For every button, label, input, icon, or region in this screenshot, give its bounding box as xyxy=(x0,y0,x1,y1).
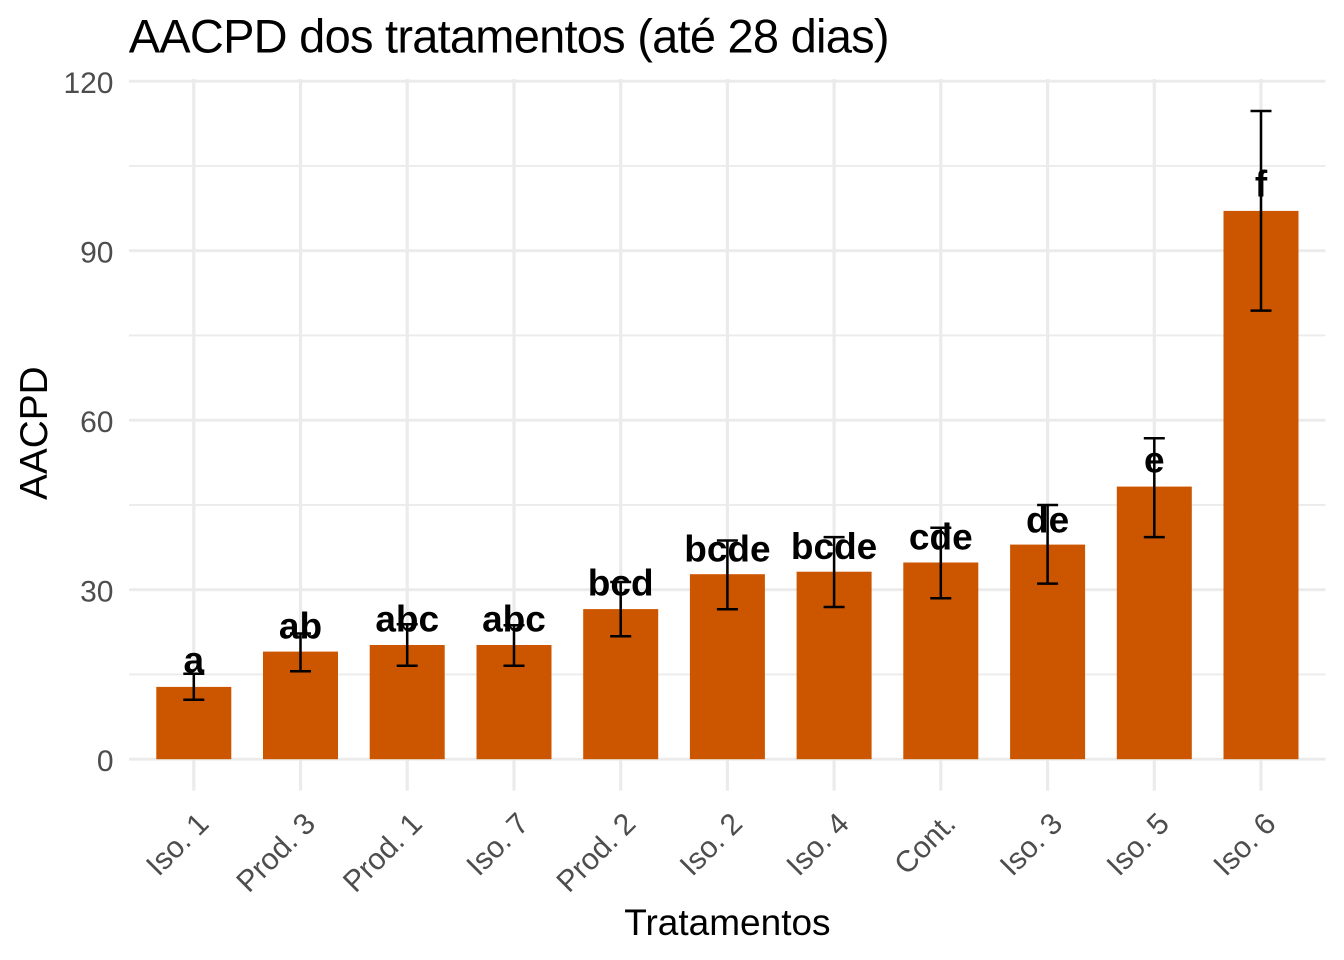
svg-text:ab: ab xyxy=(279,606,322,647)
svg-text:90: 90 xyxy=(80,236,113,269)
svg-text:120: 120 xyxy=(63,67,113,100)
svg-text:bcde: bcde xyxy=(684,529,770,570)
svg-text:AACPD: AACPD xyxy=(13,366,56,500)
svg-text:cde: cde xyxy=(909,517,973,558)
svg-text:abc: abc xyxy=(482,599,546,640)
svg-text:a: a xyxy=(184,640,205,681)
svg-text:AACPD dos tratamentos (até 28: AACPD dos tratamentos (até 28 dias) xyxy=(129,9,889,62)
svg-text:60: 60 xyxy=(80,406,113,439)
svg-text:Tratamentos: Tratamentos xyxy=(624,902,830,943)
svg-text:0: 0 xyxy=(97,745,114,778)
svg-text:abc: abc xyxy=(375,599,439,640)
svg-text:f: f xyxy=(1255,164,1268,205)
svg-text:bcd: bcd xyxy=(588,562,654,603)
svg-text:bcde: bcde xyxy=(791,526,877,567)
svg-text:de: de xyxy=(1026,500,1069,541)
svg-text:e: e xyxy=(1144,440,1165,481)
svg-text:30: 30 xyxy=(80,575,113,608)
